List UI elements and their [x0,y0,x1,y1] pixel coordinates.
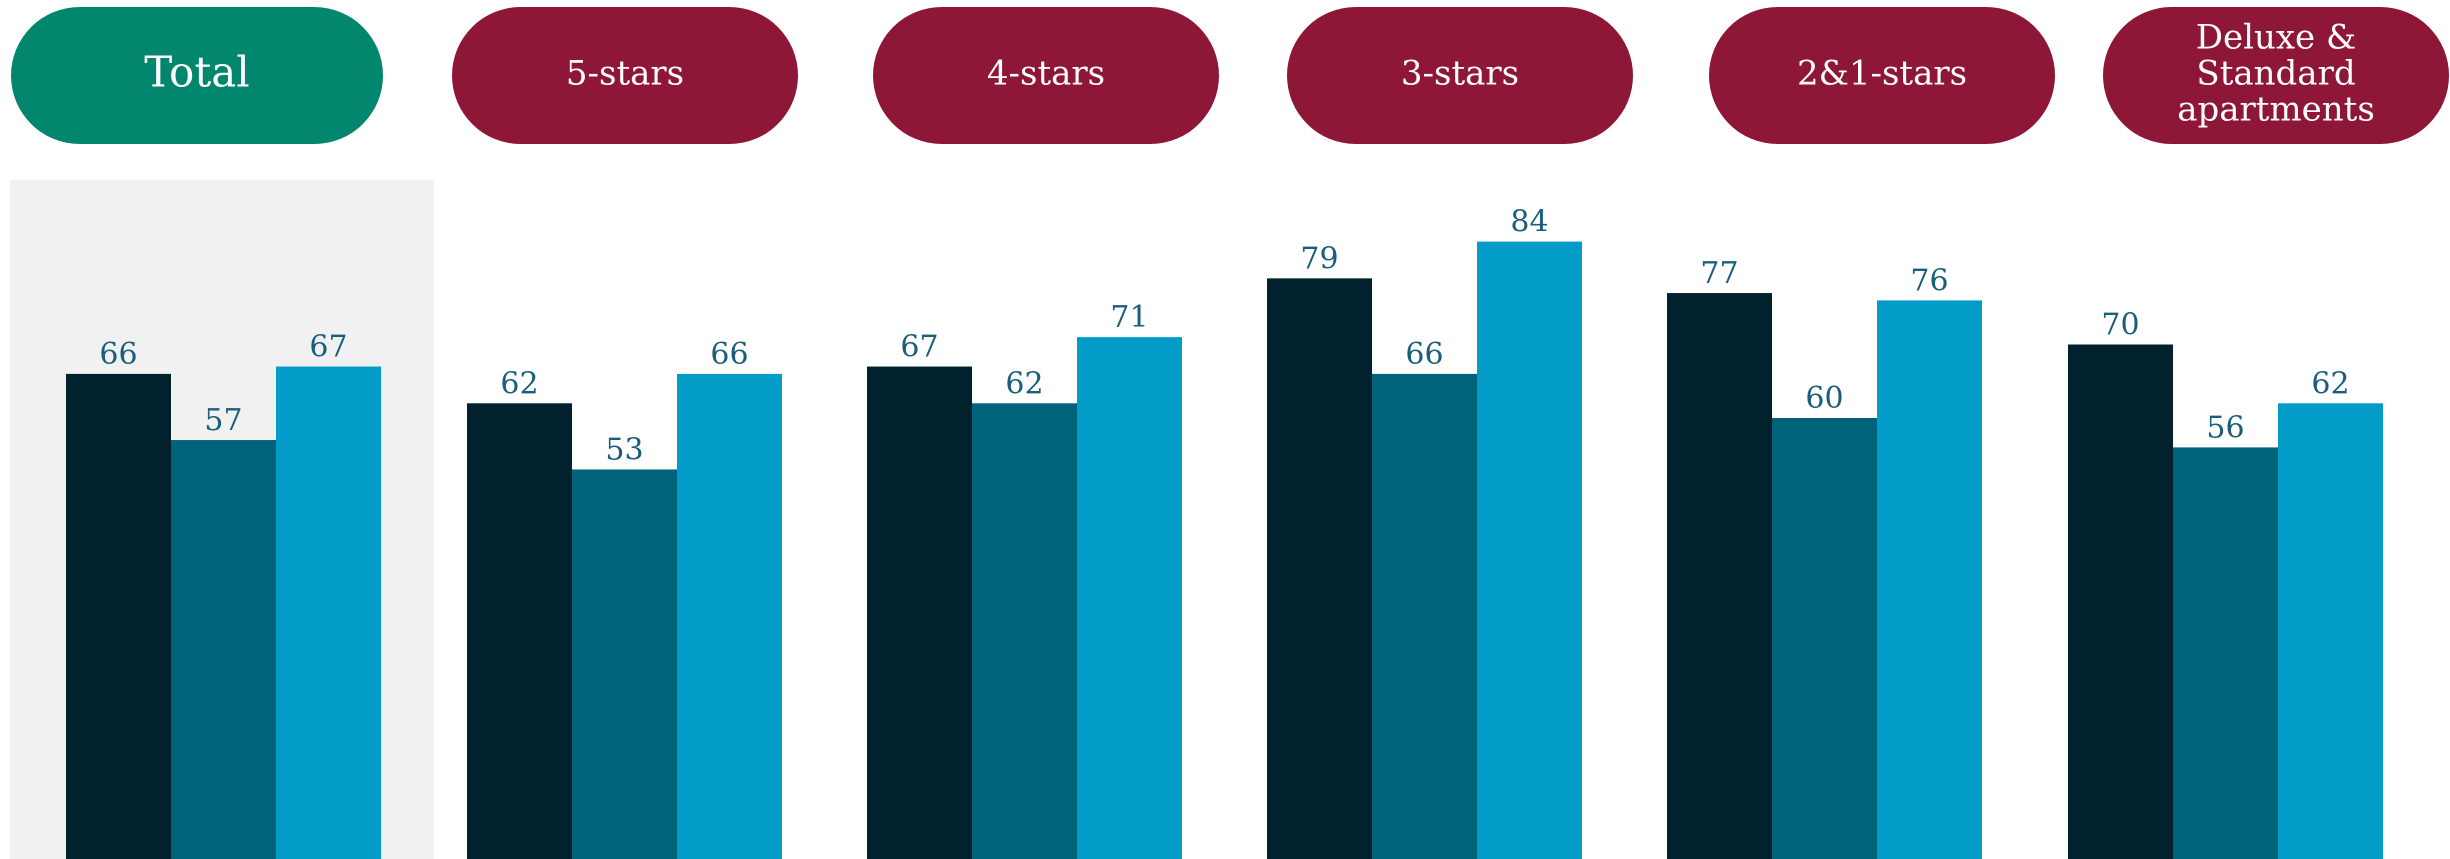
category-label-total: Total [144,48,249,97]
bar-3-stars-s1 [1267,278,1372,859]
bar-3-stars-s2 [1372,373,1477,859]
value-label-deluxe-and-standard-apartments-s1: 70 [2101,308,2139,343]
category-label-line: apartments [2177,90,2375,130]
bar-3-stars-s3 [1477,241,1582,859]
value-labels: 66 57 67 62 53 66 67 62 71 79 66 84 77 60 76 70 56 62 [99,205,2349,468]
value-label-3-stars-s1: 79 [1300,241,1338,276]
category-pill-deluxe-and-standard-apartments: Deluxe & Standard apartments [2103,7,2449,144]
bar-deluxe-and-standard-apartments-s2 [2173,447,2278,859]
category-pill-shape [1709,7,2055,144]
value-label-4-stars-s1: 67 [900,330,938,365]
bar-4-stars-s2 [972,403,1077,859]
value-label-2and1-stars-s1: 77 [1700,256,1738,291]
value-label-2and1-stars-s3: 76 [1910,263,1948,298]
value-label-deluxe-and-standard-apartments-s3: 62 [2311,366,2349,401]
value-label-4-stars-s2: 62 [1005,366,1043,401]
value-label-5-stars-s3: 66 [710,337,748,372]
bar-2and1-stars-s1 [1667,293,1772,859]
category-label-line: 4-stars [987,54,1105,94]
category-pill-5-stars: 5-stars [452,7,798,144]
category-pill-shape [1287,7,1633,144]
category-label-4-stars: 4-stars [987,54,1105,94]
value-label-deluxe-and-standard-apartments-s2: 56 [2206,410,2244,445]
bar-2and1-stars-s3 [1877,300,1982,859]
value-label-total-s3: 67 [309,330,347,365]
category-label-line: Deluxe & [2196,18,2357,58]
category-pill-4-stars: 4-stars [873,7,1219,144]
bar-total-s3 [276,366,381,859]
category-headers: Total 5-stars 4-stars 3-stars 2&1-stars Delux… [11,7,2449,144]
bar-4-stars-s3 [1077,337,1182,859]
bar-5-stars-s1 [467,403,572,859]
bar-5-stars-s2 [572,469,677,859]
category-pill-shape [452,7,798,144]
bar-total-s2 [171,440,276,859]
value-label-3-stars-s3: 84 [1510,205,1548,240]
value-label-2and1-stars-s2: 60 [1805,381,1843,416]
value-label-total-s1: 66 [99,337,137,372]
category-pill-2and1-stars: 2&1-stars [1709,7,2055,144]
category-pill-total: Total [11,7,383,144]
bars [66,241,2383,859]
category-label-line: Standard [2196,54,2355,94]
category-label-5-stars: 5-stars [566,54,684,94]
category-label-line: Total [144,48,249,97]
category-pill-3-stars: 3-stars [1287,7,1633,144]
category-pill-shape [873,7,1219,144]
bar-2and1-stars-s2 [1772,418,1877,859]
value-label-total-s2: 57 [204,403,242,438]
category-pill-shape [2103,7,2449,144]
category-pill-shape [11,7,383,144]
category-label-deluxe-and-standard-apartments: Deluxe & Standard apartments [2177,18,2375,130]
bar-deluxe-and-standard-apartments-s3 [2278,403,2383,859]
value-label-5-stars-s1: 62 [500,366,538,401]
bar-4-stars-s1 [867,366,972,859]
value-label-5-stars-s2: 53 [605,432,643,467]
bar-deluxe-and-standard-apartments-s1 [2068,344,2173,859]
value-label-3-stars-s2: 66 [1405,337,1443,372]
category-label-line: 3-stars [1401,54,1519,94]
value-label-4-stars-s3: 71 [1110,300,1148,335]
category-label-line: 2&1-stars [1797,54,1967,94]
bar-total-s1 [66,373,171,859]
category-label-3-stars: 3-stars [1401,54,1519,94]
bar-5-stars-s3 [677,373,782,859]
category-label-2and1-stars: 2&1-stars [1797,54,1967,94]
category-label-line: 5-stars [566,54,684,94]
